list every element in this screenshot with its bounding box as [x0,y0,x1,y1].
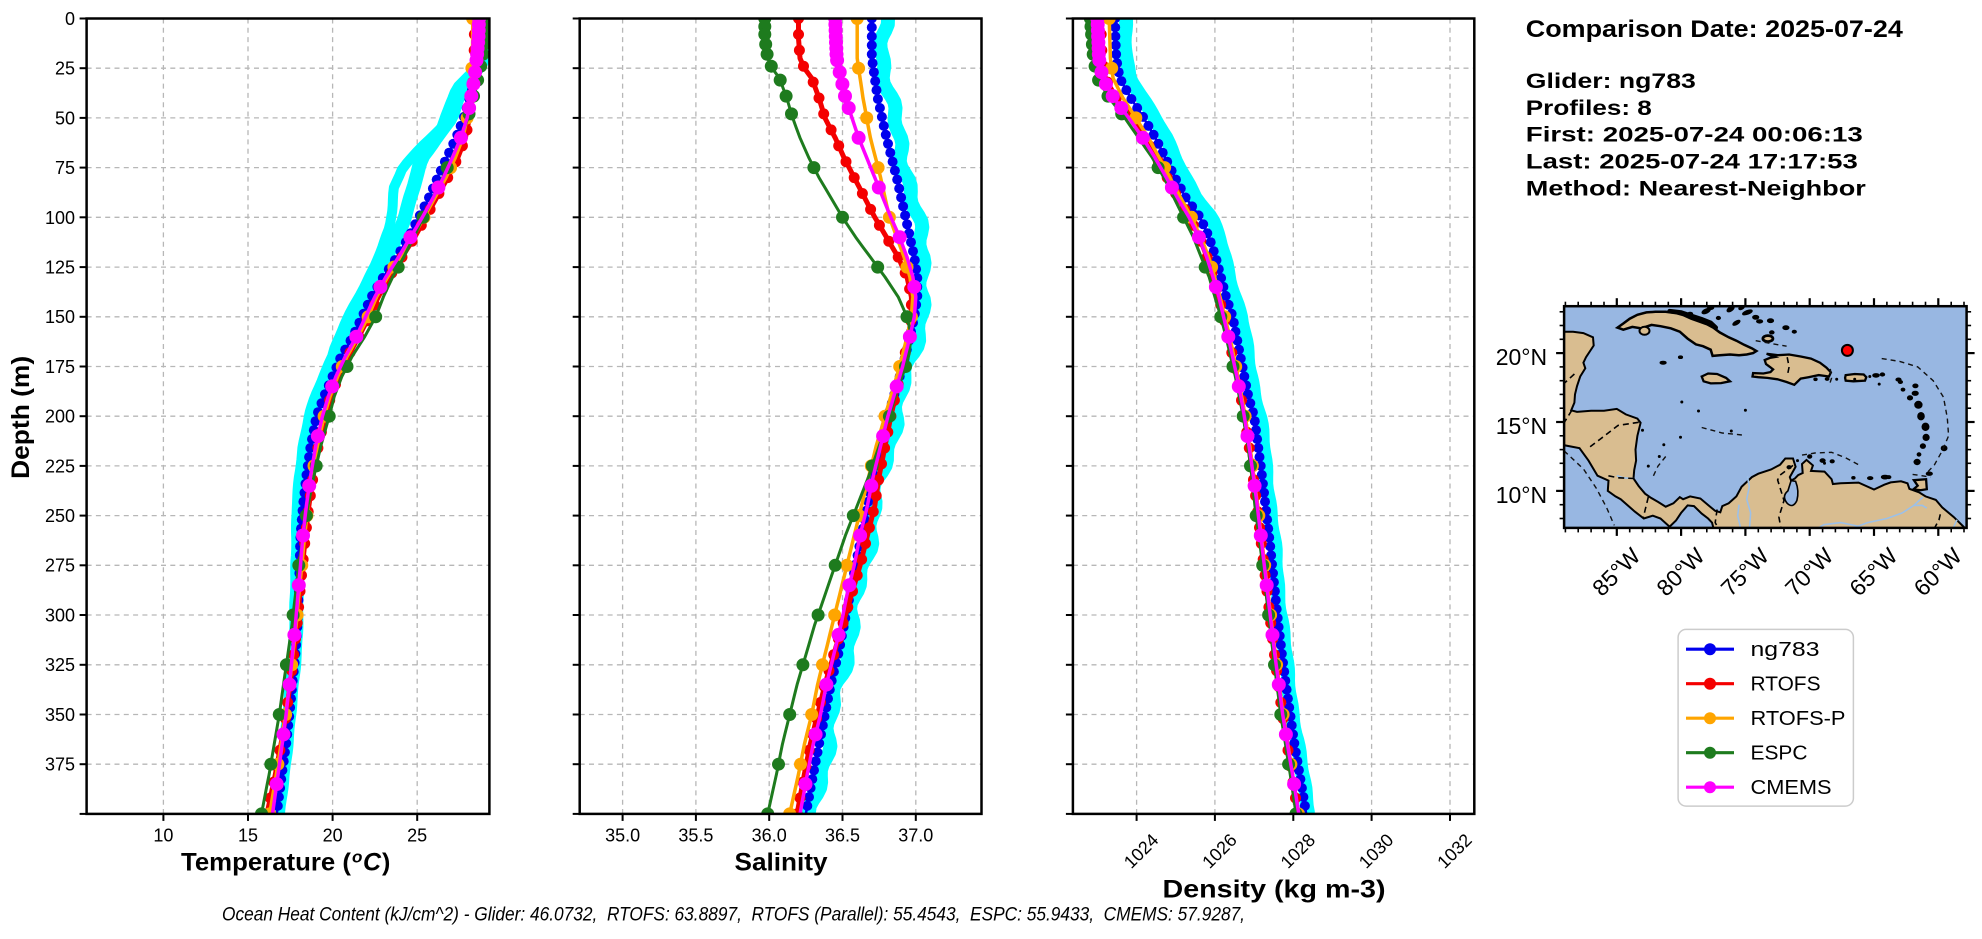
svg-text:200: 200 [45,407,75,427]
svg-text:ESPC: ESPC [1751,743,1808,765]
svg-text:RTOFS: RTOFS [1751,674,1821,696]
svg-text:Glider: ng783: Glider: ng783 [1526,69,1696,93]
svg-text:ng783: ng783 [1751,639,1820,661]
svg-text:0: 0 [65,9,75,29]
svg-text:Depth (m): Depth (m) [7,356,35,479]
svg-text:15: 15 [238,826,258,846]
svg-text:Ocean Heat Content (kJ/cm^2) -: Ocean Heat Content (kJ/cm^2) - Glider: 4… [222,904,1245,926]
svg-text:375: 375 [45,755,75,775]
svg-text:275: 275 [45,556,75,576]
svg-text:36.0: 36.0 [752,826,787,846]
svg-text:Last: 2025-07-24 17:17:53: Last: 2025-07-24 17:17:53 [1526,150,1858,174]
svg-text:C: C [363,848,382,876]
svg-text:Profiles: 8: Profiles: 8 [1526,96,1652,120]
svg-text:75: 75 [55,158,75,178]
svg-text:RTOFS-P: RTOFS-P [1751,708,1846,730]
svg-text:225: 225 [45,456,75,476]
svg-text:125: 125 [45,258,75,278]
svg-text:Comparison Date: 2025-07-24: Comparison Date: 2025-07-24 [1526,16,1904,43]
svg-text:300: 300 [45,605,75,625]
svg-text:15°N: 15°N [1496,413,1547,439]
svg-text:36.5: 36.5 [825,826,860,846]
svg-text:150: 150 [45,307,75,327]
svg-text:20: 20 [323,826,343,846]
svg-text:25: 25 [55,59,75,79]
svg-text:CMEMS: CMEMS [1751,777,1832,799]
svg-text:Density (kg m-3): Density (kg m-3) [1163,876,1386,904]
svg-text:175: 175 [45,357,75,377]
svg-text:Method: Nearest-Neighbor: Method: Nearest-Neighbor [1526,177,1867,201]
svg-text:First: 2025-07-24 00:06:13: First: 2025-07-24 00:06:13 [1526,123,1863,147]
svg-text:10: 10 [153,826,173,846]
svg-text:10°N: 10°N [1496,482,1547,508]
svg-text:100: 100 [45,208,75,228]
svg-text:o: o [352,847,362,866]
svg-text:250: 250 [45,506,75,526]
svg-text:37.0: 37.0 [898,826,933,846]
svg-text:20°N: 20°N [1496,344,1547,370]
svg-text:35.0: 35.0 [605,826,640,846]
svg-text:Temperature (: Temperature ( [181,848,352,876]
svg-text:35.5: 35.5 [678,826,713,846]
svg-text:50: 50 [55,108,75,128]
svg-text:Salinity: Salinity [735,848,828,876]
svg-text:325: 325 [45,655,75,675]
svg-text:25: 25 [407,826,427,846]
svg-text:350: 350 [45,705,75,725]
svg-text:): ) [382,848,390,876]
